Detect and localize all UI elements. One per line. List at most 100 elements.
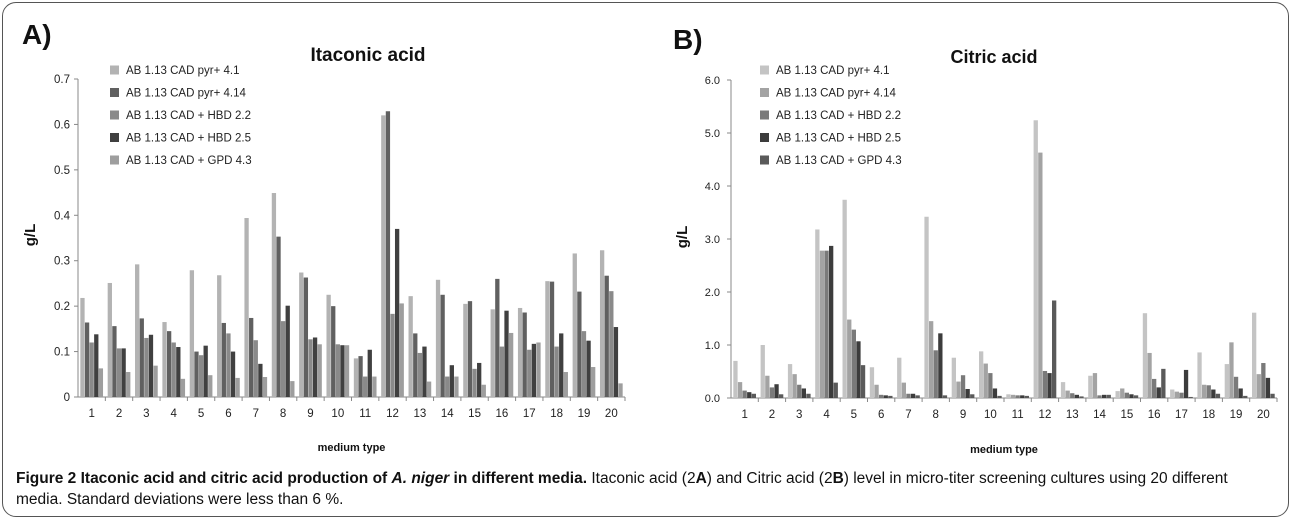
itaconic-bar: [609, 291, 614, 397]
itaconic-bar: [221, 322, 226, 397]
itaconic-bar: [176, 347, 181, 397]
citric-y-tick-label: 1.0: [705, 340, 720, 352]
citric-bar: [988, 373, 993, 398]
itaconic-x-tick-label: 11: [359, 408, 371, 420]
citric-x-tick-label: 7: [905, 409, 911, 421]
citric-x-tick-label: 2: [769, 409, 775, 421]
itaconic-bar: [126, 372, 131, 397]
itaconic-y-tick-label: 0: [64, 392, 70, 404]
citric-bar: [856, 341, 861, 398]
citric-bar: [942, 395, 948, 398]
caption-text-2: ) and Citric acid (2: [706, 470, 833, 487]
citric-x-tick-label: 5: [851, 409, 857, 421]
itaconic-bar: [613, 327, 619, 397]
itaconic-bar: [148, 334, 154, 397]
citric-panel-label: B): [673, 24, 703, 55]
citric-bar: [742, 390, 747, 398]
itaconic-x-tick-label: 3: [143, 408, 149, 420]
citric-bar: [1211, 389, 1216, 398]
citric-bar: [1142, 313, 1148, 398]
itaconic-bar: [80, 297, 85, 397]
itaconic-bar: [599, 250, 605, 397]
citric-bar: [1102, 394, 1107, 398]
citric-legend-swatch: [760, 133, 769, 142]
itaconic-bar: [581, 331, 587, 397]
citric-bar: [760, 345, 765, 398]
itaconic-bar: [280, 321, 286, 397]
itaconic-bar: [426, 381, 432, 397]
citric-y-axis-label: g/L: [674, 226, 691, 249]
citric-bar: [1060, 382, 1066, 398]
citric-x-axis-label: medium type: [970, 444, 1038, 456]
citric-bar: [779, 394, 784, 398]
itaconic-x-tick-label: 20: [605, 408, 618, 420]
citric-bar: [915, 395, 920, 398]
citric-bar: [733, 360, 738, 398]
citric-y-tick-label: 4.0: [705, 181, 720, 193]
citric-bar: [1197, 352, 1202, 398]
citric-bar: [1215, 393, 1221, 398]
citric-x-tick-label: 20: [1257, 409, 1270, 421]
citric-x-tick-label: 9: [960, 409, 966, 421]
itaconic-bar: [618, 383, 623, 397]
citric-bar: [751, 393, 756, 398]
itaconic-bar: [353, 358, 359, 397]
itaconic-x-tick-label: 8: [280, 408, 286, 420]
itaconic-bar: [394, 228, 400, 397]
itaconic-bar: [135, 264, 140, 397]
itaconic-x-tick-label: 12: [386, 408, 399, 420]
citric-bar: [1243, 395, 1248, 398]
itaconic-bar: [517, 307, 523, 397]
citric-bar: [737, 382, 743, 398]
itaconic-bar: [335, 344, 340, 397]
itaconic-bar: [208, 375, 213, 397]
figure-caption: Figure 2 Itaconic acid and citric acid p…: [16, 468, 1278, 510]
itaconic-x-tick-label: 15: [468, 408, 481, 420]
citric-bar: [965, 388, 970, 398]
itaconic-bar: [554, 346, 559, 397]
itaconic-bar: [440, 294, 445, 397]
itaconic-legend-swatch: [110, 65, 119, 75]
caption-title: Figure 2 Itaconic acid and citric acid p…: [16, 470, 587, 487]
citric-x-tick-label: 18: [1202, 409, 1215, 421]
citric-chart-title: Citric acid: [950, 47, 1037, 67]
itaconic-bar: [563, 372, 568, 397]
itaconic-bar: [276, 236, 281, 397]
itaconic-x-tick-label: 16: [496, 408, 509, 420]
itaconic-bar: [477, 362, 482, 397]
citric-bar: [797, 384, 802, 398]
citric-bar: [1024, 395, 1029, 398]
citric-bar: [1015, 395, 1020, 398]
citric-legend-label: AB 1.13 CAD pyr+ 4.1: [776, 65, 889, 77]
itaconic-y-tick-label: 0.5: [54, 165, 70, 177]
itaconic-x-tick-label: 2: [116, 408, 122, 420]
itaconic-legend-label: AB 1.13 CAD pyr+ 4.14: [126, 88, 246, 100]
citric-x-tick-label: 4: [823, 409, 830, 421]
itaconic-bar: [226, 333, 231, 397]
citric-bar: [829, 245, 834, 398]
itaconic-bar: [121, 348, 126, 397]
citric-x-tick-label: 16: [1148, 409, 1161, 421]
itaconic-x-tick-label: 10: [331, 408, 344, 420]
itaconic-bar: [495, 278, 500, 397]
itaconic-y-tick-label: 0.7: [54, 74, 70, 86]
itaconic-bar: [308, 339, 313, 397]
itaconic-legend-swatch: [110, 110, 119, 120]
itaconic-legend-label: AB 1.13 CAD + HBD 2.5: [126, 133, 251, 145]
itaconic-bar: [472, 368, 477, 397]
itaconic-bar: [262, 377, 268, 397]
itaconic-bar: [591, 367, 596, 397]
itaconic-bar: [381, 115, 386, 397]
itaconic-y-tick-label: 0.1: [54, 347, 70, 359]
citric-bar: [1106, 394, 1111, 398]
citric-x-tick-label: 3: [796, 409, 802, 421]
citric-bar: [983, 363, 988, 398]
itaconic-bar: [230, 351, 236, 397]
citric-bar: [1065, 390, 1070, 398]
itaconic-bar: [385, 111, 391, 398]
itaconic-bar: [312, 337, 318, 397]
citric-legend-label: AB 1.13 CAD pyr+ 4.14: [776, 88, 896, 100]
citric-bar: [1156, 387, 1161, 398]
itaconic-bar: [344, 345, 350, 397]
